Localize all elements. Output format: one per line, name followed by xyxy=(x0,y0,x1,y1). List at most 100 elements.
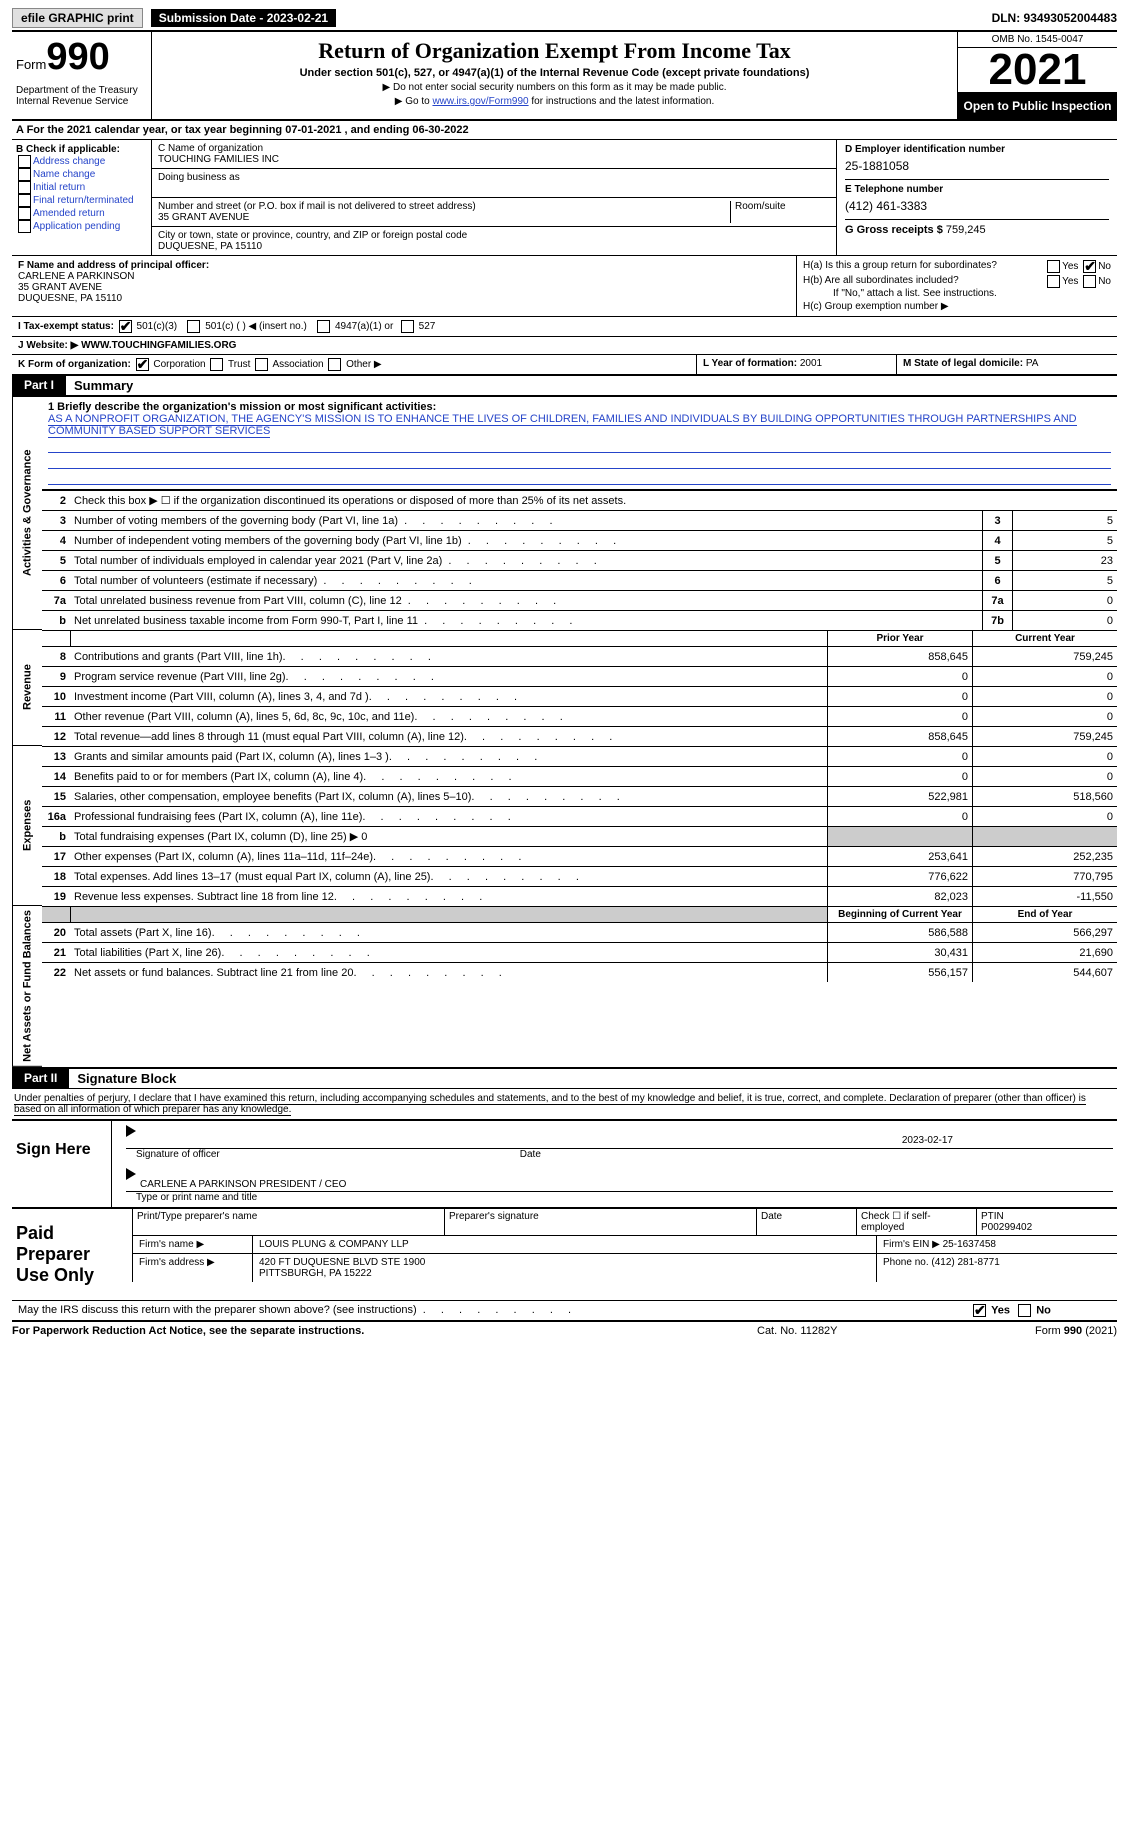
line-19: 19Revenue less expenses. Subtract line 1… xyxy=(42,886,1117,906)
line-9: 9Program service revenue (Part VIII, lin… xyxy=(42,666,1117,686)
declaration: Under penalties of perjury, I declare th… xyxy=(12,1089,1117,1121)
subtitle2: ▶ Do not enter social security numbers o… xyxy=(162,82,947,93)
firm-ein: Firm's EIN ▶ 25-1637458 xyxy=(877,1236,1117,1253)
sig-date-label: Date xyxy=(520,1149,541,1160)
line-12: 12Total revenue—add lines 8 through 11 (… xyxy=(42,726,1117,746)
form-header: Form990 Department of the Treasury Inter… xyxy=(12,32,1117,121)
phone-label: E Telephone number xyxy=(845,184,1109,195)
dba-cell: Doing business as xyxy=(152,169,836,198)
line-17: 17Other expenses (Part IX, column (A), l… xyxy=(42,846,1117,866)
line-2: 2Check this box ▶ ☐ if the organization … xyxy=(42,490,1117,510)
firm-phone: Phone no. (412) 281-8771 xyxy=(877,1254,1117,1282)
footer-cat: Cat. No. 11282Y xyxy=(757,1325,937,1337)
topbar: efile GRAPHIC print Submission Date - 20… xyxy=(12,8,1117,32)
side-governance: Activities & Governance xyxy=(12,397,42,630)
officer-cell: F Name and address of principal officer:… xyxy=(12,256,797,316)
may-discuss-row: May the IRS discuss this return with the… xyxy=(12,1301,1117,1322)
ein-label: D Employer identification number xyxy=(845,144,1109,155)
submission-date: Submission Date - 2023-02-21 xyxy=(151,9,336,27)
part2-header: Part II xyxy=(12,1069,69,1088)
part1-title: Summary xyxy=(66,376,141,395)
sign-date: 2023-02-17 xyxy=(902,1135,953,1146)
side-expenses: Expenses xyxy=(12,746,42,906)
prep-sig-hdr: Preparer's signature xyxy=(445,1209,757,1235)
gross-label: G Gross receipts $ xyxy=(845,224,946,236)
phone: (412) 461-3383 xyxy=(845,199,1109,213)
irs-link[interactable]: www.irs.gov/Form990 xyxy=(432,96,528,107)
line-11: 11Other revenue (Part VIII, column (A), … xyxy=(42,706,1117,726)
tax-exempt-row: I Tax-exempt status: 501(c)(3) 501(c) ( … xyxy=(12,317,1117,337)
sign-arrow-icon xyxy=(126,1168,136,1180)
chk-amended[interactable]: Amended return xyxy=(16,207,147,220)
side-net: Net Assets or Fund Balances xyxy=(12,906,42,1067)
line-7a: 7aTotal unrelated business revenue from … xyxy=(42,590,1117,610)
dln: DLN: 93493052004483 xyxy=(992,11,1117,25)
h-section: H(a) Is this a group return for subordin… xyxy=(797,256,1117,316)
prep-name-hdr: Print/Type preparer's name xyxy=(133,1209,445,1235)
chk-pending[interactable]: Application pending xyxy=(16,220,147,233)
line-20: 20Total assets (Part X, line 16)586,5885… xyxy=(42,922,1117,942)
open-public: Open to Public Inspection xyxy=(958,93,1117,119)
chk-501c3[interactable] xyxy=(119,320,132,333)
k-form-org: K Form of organization: Corporation Trus… xyxy=(12,355,697,374)
chk-address-change[interactable]: Address change xyxy=(16,155,147,168)
line-18: 18Total expenses. Add lines 13–17 (must … xyxy=(42,866,1117,886)
dept: Department of the Treasury Internal Reve… xyxy=(16,85,147,107)
firm-addr: 420 FT DUQUESNE BLVD STE 1900PITTSBURGH,… xyxy=(253,1254,877,1282)
form-title: Return of Organization Exempt From Incom… xyxy=(162,38,947,64)
footer-right: Form 990 (2021) xyxy=(937,1325,1117,1337)
hdr-end-year: End of Year xyxy=(972,907,1117,922)
line-4: 4Number of independent voting members of… xyxy=(42,530,1117,550)
line-3: 3Number of voting members of the governi… xyxy=(42,510,1117,530)
period-row: A For the 2021 calendar year, or tax yea… xyxy=(12,121,1117,140)
part1-header: Part I xyxy=(12,376,66,395)
line-5: 5Total number of individuals employed in… xyxy=(42,550,1117,570)
org-name: TOUCHING FAMILIES INC xyxy=(158,154,279,165)
ptin-cell: PTINP00299402 xyxy=(977,1209,1117,1235)
firm-addr-lbl: Firm's address ▶ xyxy=(133,1254,253,1282)
side-revenue: Revenue xyxy=(12,630,42,746)
chk-initial-return[interactable]: Initial return xyxy=(16,181,147,194)
sign-arrow-icon xyxy=(126,1125,136,1137)
tax-year: 2021 xyxy=(958,48,1117,93)
prep-self-emp: Check ☐ if self-employed xyxy=(857,1209,977,1235)
line-6: 6Total number of volunteers (estimate if… xyxy=(42,570,1117,590)
hdr-begin-year: Beginning of Current Year xyxy=(827,907,972,922)
col-b: B Check if applicable: Address change Na… xyxy=(12,140,152,255)
firm-name: LOUIS PLUNG & COMPANY LLP xyxy=(253,1236,877,1253)
subtitle3: ▶ Go to www.irs.gov/Form990 for instruct… xyxy=(162,96,947,107)
part2-title: Signature Block xyxy=(69,1069,184,1088)
prep-date-hdr: Date xyxy=(757,1209,857,1235)
line-16a: 16aProfessional fundraising fees (Part I… xyxy=(42,806,1117,826)
line-21: 21Total liabilities (Part X, line 26)30,… xyxy=(42,942,1117,962)
form-number: Form990 xyxy=(16,36,147,79)
paid-preparer-label: Paid Preparer Use Only xyxy=(12,1209,132,1300)
footer-left: For Paperwork Reduction Act Notice, see … xyxy=(12,1325,757,1337)
addr-cell: Number and street (or P.O. box if mail i… xyxy=(152,198,836,227)
sig-officer-label: Signature of officer xyxy=(136,1149,220,1160)
l-year: L Year of formation: 2001 xyxy=(697,355,897,374)
m-state: M State of legal domicile: PA xyxy=(897,355,1117,374)
city-cell: City or town, state or province, country… xyxy=(152,227,836,255)
subtitle1: Under section 501(c), 527, or 4947(a)(1)… xyxy=(162,67,947,79)
line-13: 13Grants and similar amounts paid (Part … xyxy=(42,746,1117,766)
line-22: 22Net assets or fund balances. Subtract … xyxy=(42,962,1117,982)
sign-here-label: Sign Here xyxy=(12,1121,112,1207)
line-15: 15Salaries, other compensation, employee… xyxy=(42,786,1117,806)
firm-name-lbl: Firm's name ▶ xyxy=(133,1236,253,1253)
gross-receipts: 759,245 xyxy=(946,224,986,236)
mission-block: 1 Briefly describe the organization's mi… xyxy=(42,397,1117,490)
line-14: 14Benefits paid to or for members (Part … xyxy=(42,766,1117,786)
line-10: 10Investment income (Part VIII, column (… xyxy=(42,686,1117,706)
line-b: bTotal fundraising expenses (Part IX, co… xyxy=(42,826,1117,846)
officer-name: CARLENE A PARKINSON PRESIDENT / CEO xyxy=(140,1179,346,1190)
chk-final-return[interactable]: Final return/terminated xyxy=(16,194,147,207)
chk-name-change[interactable]: Name change xyxy=(16,168,147,181)
website-row: J Website: ▶ WWW.TOUCHINGFAMILIES.ORG xyxy=(12,337,1117,355)
org-name-cell: C Name of organization TOUCHING FAMILIES… xyxy=(152,140,836,169)
hdr-prior-year: Prior Year xyxy=(827,631,972,646)
hdr-current-year: Current Year xyxy=(972,631,1117,646)
line-b: bNet unrelated business taxable income f… xyxy=(42,610,1117,630)
ein: 25-1881058 xyxy=(845,159,1109,173)
efile-button[interactable]: efile GRAPHIC print xyxy=(12,8,143,28)
